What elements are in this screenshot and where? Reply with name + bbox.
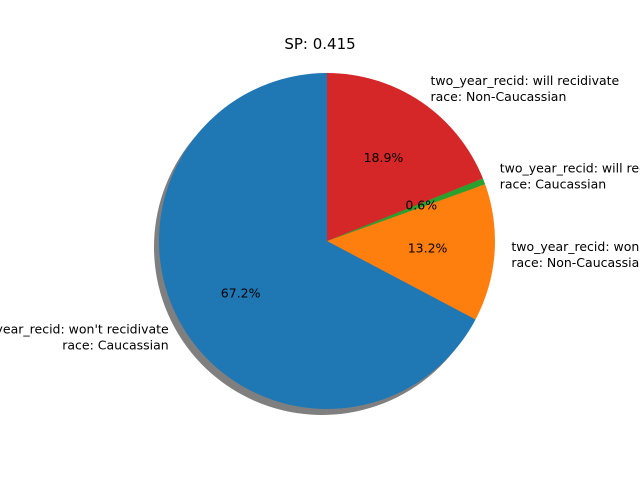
pie-slice xyxy=(159,73,476,409)
slice-percent-label: 0.6% xyxy=(405,198,437,213)
slice-category-label: two_year_recid: will recidivate race: Non… xyxy=(430,73,619,104)
slice-percent-label: 67.2% xyxy=(221,286,261,301)
pie-slice xyxy=(327,73,483,241)
pie-slice xyxy=(327,184,495,320)
pie-percent-labels: 67.2% 13.2% 0.6% 18.9% xyxy=(221,150,448,301)
chart-title: SP: 0.415 xyxy=(284,35,355,53)
slice-percent-label: 13.2% xyxy=(408,241,448,256)
slice-percent-label: 18.9% xyxy=(364,150,404,165)
pie-slices xyxy=(159,73,495,409)
pie-slice xyxy=(327,178,486,241)
